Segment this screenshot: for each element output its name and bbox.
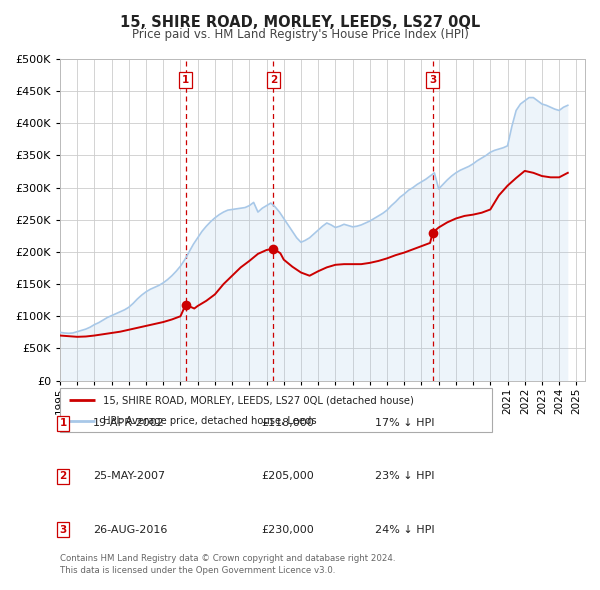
Text: 3: 3	[59, 525, 67, 535]
Text: 3: 3	[429, 75, 436, 85]
Text: HPI: Average price, detached house, Leeds: HPI: Average price, detached house, Leed…	[103, 416, 317, 426]
Text: Price paid vs. HM Land Registry's House Price Index (HPI): Price paid vs. HM Land Registry's House …	[131, 28, 469, 41]
Text: 24% ↓ HPI: 24% ↓ HPI	[375, 525, 434, 535]
Text: 15, SHIRE ROAD, MORLEY, LEEDS, LS27 0QL (detached house): 15, SHIRE ROAD, MORLEY, LEEDS, LS27 0QL …	[103, 395, 414, 405]
Text: 15, SHIRE ROAD, MORLEY, LEEDS, LS27 0QL: 15, SHIRE ROAD, MORLEY, LEEDS, LS27 0QL	[120, 15, 480, 30]
Text: Contains HM Land Registry data © Crown copyright and database right 2024.
This d: Contains HM Land Registry data © Crown c…	[60, 555, 395, 575]
Text: 1: 1	[182, 75, 189, 85]
Text: 26-AUG-2016: 26-AUG-2016	[93, 525, 167, 535]
Text: 23% ↓ HPI: 23% ↓ HPI	[375, 471, 434, 481]
Text: 25-MAY-2007: 25-MAY-2007	[93, 471, 165, 481]
Text: 2: 2	[59, 471, 67, 481]
Text: 2: 2	[270, 75, 277, 85]
Text: £230,000: £230,000	[261, 525, 314, 535]
Text: 19-APR-2002: 19-APR-2002	[93, 418, 165, 428]
Text: £205,000: £205,000	[261, 471, 314, 481]
Text: 1: 1	[59, 418, 67, 428]
FancyBboxPatch shape	[60, 388, 492, 432]
Text: 17% ↓ HPI: 17% ↓ HPI	[375, 418, 434, 428]
Text: £118,000: £118,000	[261, 418, 314, 428]
